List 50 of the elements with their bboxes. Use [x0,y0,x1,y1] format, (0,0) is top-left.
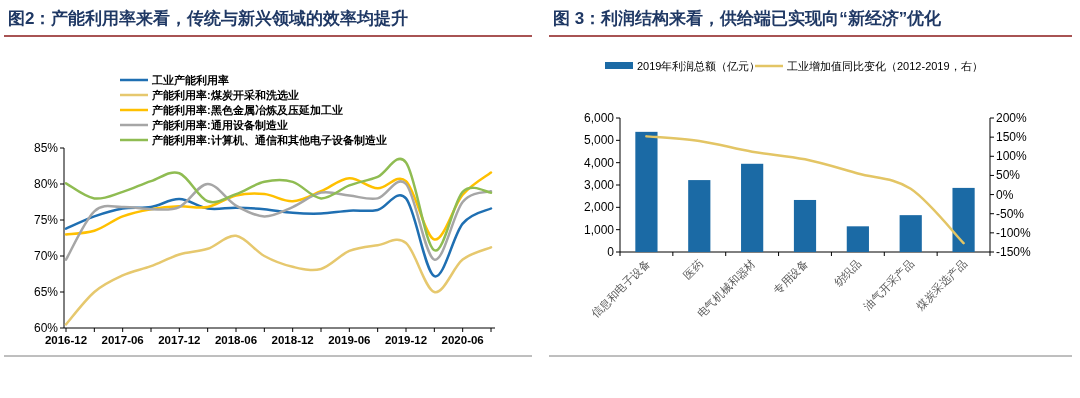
y-tick-label: 2,000 [583,200,615,215]
y-tick-label: 85% [33,141,59,155]
y2-tick-label: 100% [996,149,1028,164]
y2-tick-label: 50% [996,168,1021,183]
line-series [645,135,965,245]
x-tick-label: 专用设备 [770,256,811,297]
y2-tick-label: 200% [996,111,1028,125]
x-tick-label: 医药 [680,256,705,281]
legend-label: 产能利用率:通用设备制造业 [151,119,288,131]
x-tick-label: 2017-12 [158,334,201,346]
bar [793,199,817,252]
chart-title: 图2：产能利用率来看，传统与新兴领域的效率均提升 [8,9,409,28]
bar [635,131,658,252]
x-tick-label: 2017-06 [101,334,144,346]
y-tick-label: 5,000 [583,133,615,148]
x-tick-label: 2018-06 [214,334,258,346]
x-tick-label: 2019-12 [384,334,428,346]
y-tick-label: 0 [607,245,615,259]
x-tick-label: 2018-12 [271,334,314,346]
x-tick-label: 信息和电子设备 [588,256,652,320]
x-tick-label: 2020-06 [441,334,484,346]
legend-label: 2019年利润总额（亿元） [637,60,761,72]
bar [741,163,764,252]
x-tick-label: 2019-06 [328,334,371,346]
y2-tick-label: -150% [996,245,1032,259]
y-tick-label: 65% [33,285,59,299]
y-tick-label: 75% [33,213,59,227]
y2-tick-label: -50% [996,206,1025,221]
y-tick-label: 3,000 [583,178,615,192]
x-tick-label: 2016-12 [44,334,88,346]
bar [688,180,711,252]
x-tick-label: 纺织品 [831,256,864,289]
y-tick-label: 4,000 [583,155,615,170]
y-tick-label: 1,000 [583,222,615,237]
bar [899,215,922,252]
legend-label: 产能利用率:煤炭开采和洗选业 [151,89,299,102]
bar [846,226,869,252]
legend-label: 工业产能利用率 [151,74,229,86]
bar [952,187,975,252]
y2-tick-label: 150% [996,130,1028,145]
legend-label: 工业增加值同比变化（2012-2019，右） [787,60,983,72]
chart-title: 图 3：利润结构来看，供给端已实现向“新经济”优化 [553,9,943,28]
y2-tick-label: 0% [996,187,1014,202]
y2-tick-label: -100% [996,225,1032,240]
y-tick-label: 60% [33,321,59,335]
y-tick-label: 70% [33,249,59,263]
legend-label: 产能利用率:计算机、通信和其他电子设备制造业 [151,134,387,147]
y-tick-label: 6,000 [583,111,615,125]
y-tick-label: 80% [33,177,59,191]
legend-label: 产能利用率:黑色金属冶炼及压延加工业 [151,104,343,116]
